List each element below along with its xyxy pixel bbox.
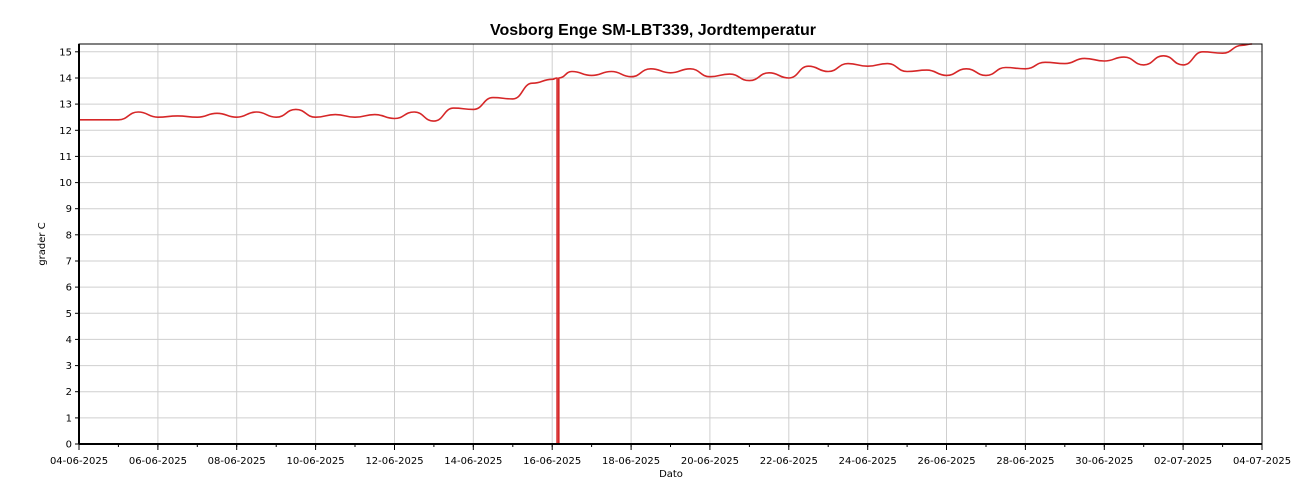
x-tick-label: 06-06-2025 xyxy=(129,456,187,467)
x-tick-label: 16-06-2025 xyxy=(523,456,581,467)
y-tick-label: 8 xyxy=(66,230,72,241)
x-tick-label: 04-07-2025 xyxy=(1233,456,1291,467)
x-tick-label: 30-06-2025 xyxy=(1075,456,1133,467)
axes xyxy=(78,43,1263,447)
x-tick-label: 22-06-2025 xyxy=(760,456,818,467)
x-tick-label: 14-06-2025 xyxy=(444,456,502,467)
y-tick-label: 2 xyxy=(66,387,72,398)
series-layer xyxy=(79,43,1253,445)
x-tick-label: 18-06-2025 xyxy=(602,456,660,467)
y-tick-label: 0 xyxy=(66,440,72,451)
x-tick-label: 02-07-2025 xyxy=(1154,456,1212,467)
y-tick-label: 1 xyxy=(66,413,72,424)
y-tick-label: 14 xyxy=(59,74,72,85)
y-tick-label: 3 xyxy=(66,361,72,372)
x-axis-label: Dato xyxy=(659,469,683,480)
y-tick-label: 5 xyxy=(66,309,72,320)
x-tick-label: 26-06-2025 xyxy=(917,456,975,467)
x-tick-label: 24-06-2025 xyxy=(839,456,897,467)
grid xyxy=(78,44,1263,445)
x-tick-label: 10-06-2025 xyxy=(287,456,345,467)
x-axis-ticks: 04-06-2025 06-06-2025 08-06-2025 10-06-2025… xyxy=(50,444,1291,467)
y-tick-label: 6 xyxy=(66,283,72,294)
y-tick-label: 15 xyxy=(59,47,72,58)
y-tick-label: 10 xyxy=(59,178,72,189)
y-tick-label: 9 xyxy=(66,204,72,215)
series-line xyxy=(79,43,1253,445)
y-tick-label: 12 xyxy=(59,126,72,137)
x-tick-label: 28-06-2025 xyxy=(996,456,1054,467)
y-tick-label: 13 xyxy=(59,100,72,111)
chart-title: Vosborg Enge SM-LBT339, Jordtemperatur xyxy=(490,22,816,39)
x-tick-label: 04-06-2025 xyxy=(50,456,108,467)
y-tick-label: 11 xyxy=(59,152,72,163)
y-tick-label: 4 xyxy=(66,335,72,346)
x-tick-label: 08-06-2025 xyxy=(208,456,266,467)
y-tick-label: 7 xyxy=(66,257,72,268)
x-tick-label: 12-06-2025 xyxy=(365,456,423,467)
y-axis-label: grader C xyxy=(37,222,48,265)
x-tick-label: 20-06-2025 xyxy=(681,456,739,467)
